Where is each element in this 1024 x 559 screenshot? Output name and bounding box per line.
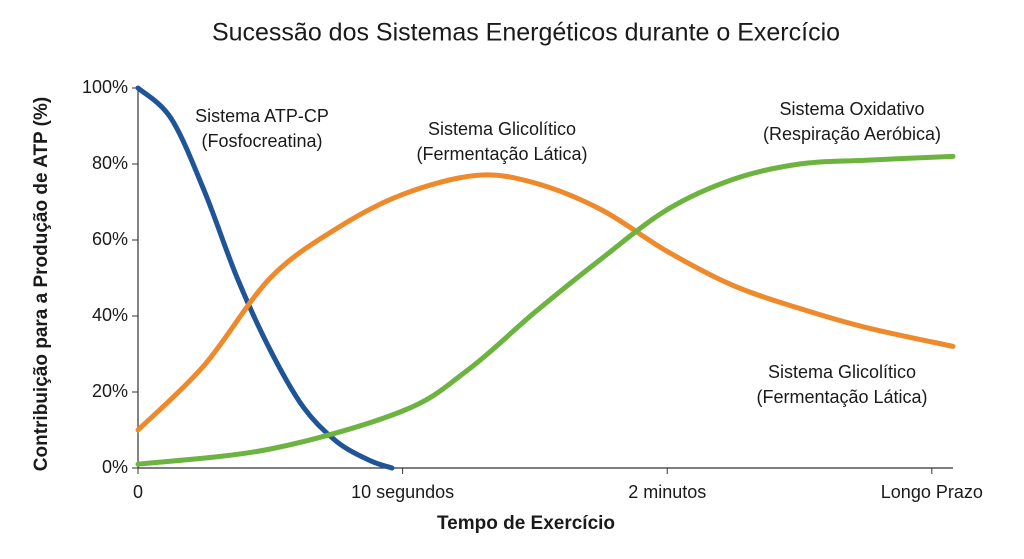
- y-axis-label: Contribuição para a Produção de ATP (%): [31, 97, 52, 471]
- x-tick-label: 2 minutos: [628, 482, 706, 502]
- y-tick-label: 0%: [102, 457, 128, 477]
- y-tick-label: 20%: [92, 381, 128, 401]
- series-annotation: (Fermentação Lática): [416, 144, 587, 164]
- x-tick-label: 0: [133, 482, 143, 502]
- y-tick-label: 40%: [92, 305, 128, 325]
- x-tick-label: Longo Prazo: [881, 482, 983, 502]
- series-annotation: Sistema Glicolítico: [768, 362, 916, 382]
- data-line: [135, 172, 956, 433]
- series-annotation: (Respiração Aeróbica): [763, 124, 941, 144]
- y-tick-label: 100%: [82, 77, 128, 97]
- x-axis-label: Tempo de Exercício: [437, 513, 615, 534]
- x-tick-label: 10 segundos: [351, 482, 454, 502]
- series-annotation: (Fermentação Lática): [756, 387, 927, 407]
- chart-title: Sucessão dos Sistemas Energéticos durant…: [212, 19, 840, 47]
- data-line: [135, 153, 956, 467]
- series-annotation: (Fosfocreatina): [201, 131, 322, 151]
- series-annotation: Sistema ATP-CP: [195, 106, 329, 126]
- data-line: [135, 85, 395, 471]
- y-tick-label: 80%: [92, 153, 128, 173]
- y-tick-label: 60%: [92, 229, 128, 249]
- series-annotation: Sistema Oxidativo: [779, 99, 924, 119]
- series-annotation: Sistema Glicolítico: [428, 119, 576, 139]
